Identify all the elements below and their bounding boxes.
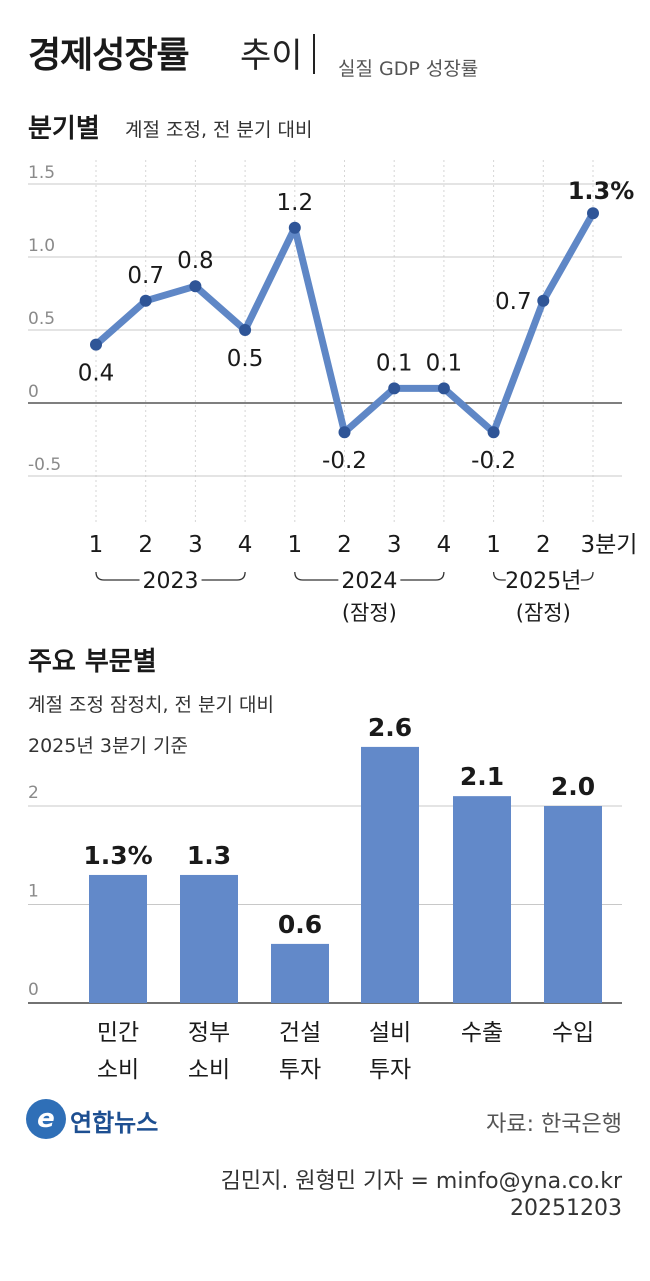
x-tick-label: 2 <box>138 532 153 558</box>
data-point <box>90 338 102 351</box>
page-subtitle: 실질 GDP 성장률 <box>338 58 479 80</box>
data-point <box>437 382 450 395</box>
y-tick-label: -0.5 <box>28 455 61 475</box>
data-point <box>139 294 152 307</box>
bar-chart-heading: 주요 부문별 <box>28 647 157 677</box>
data-label: -0.2 <box>322 448 367 474</box>
x-tick-label: 3 <box>387 532 402 558</box>
y-tick-label: 1.5 <box>28 163 55 183</box>
category-label: 설비 <box>369 1020 411 1046</box>
date-stamp: 20251203 <box>510 1196 622 1221</box>
credit-line: 김민지. 원형민 기자 = minfo@yna.co.kr <box>220 1169 622 1194</box>
x-tick-label: 4 <box>437 532 452 558</box>
category-label: 정부 <box>188 1020 230 1046</box>
data-label: 0.7 <box>495 289 532 315</box>
year-bracket <box>492 571 594 581</box>
data-point <box>587 207 599 220</box>
bar-value-label: 2.1 <box>460 762 504 791</box>
bar <box>361 746 419 1003</box>
data-label: 1.2 <box>277 190 314 216</box>
page-title-suffix: 추이 <box>240 36 303 76</box>
year-sublabel: (잠정) <box>516 601 571 625</box>
x-tick-label: 1 <box>287 532 302 558</box>
bar-chart-note-1: 계절 조정 잠정치, 전 분기 대비 <box>28 694 274 716</box>
y-tick-label: 0 <box>28 980 39 1000</box>
x-tick-label: 3분기 <box>581 532 638 558</box>
logo-mark-icon: e <box>26 1099 66 1139</box>
category-label: 건설 <box>279 1020 321 1046</box>
y-tick-label: 0 <box>28 382 39 402</box>
x-tick-label: 3 <box>188 532 203 558</box>
x-tick-label: 2 <box>337 532 352 558</box>
logo-text: 연합뉴스 <box>70 1109 159 1137</box>
bar-value-label: 1.3 <box>187 841 231 870</box>
title-divider <box>313 34 315 74</box>
category-label: 수입 <box>552 1020 594 1046</box>
data-point <box>537 294 550 307</box>
bar <box>271 943 329 1003</box>
data-point <box>487 426 500 439</box>
bar <box>453 796 511 1003</box>
bar <box>180 874 238 1003</box>
x-tick-label: 2 <box>536 532 551 558</box>
year-sublabel: (잠정) <box>342 601 397 625</box>
data-point <box>338 426 351 439</box>
year-label: 2025년 <box>505 569 581 594</box>
bar-value-label: 1.3% <box>83 841 152 870</box>
y-tick-label: 2 <box>28 783 39 803</box>
data-point <box>388 382 401 395</box>
page-title: 경제성장률 <box>28 35 190 76</box>
x-tick-label: 4 <box>238 532 253 558</box>
year-bracket <box>95 571 246 581</box>
data-label: 0.1 <box>426 350 463 376</box>
category-label-line2: 소비 <box>97 1057 139 1083</box>
line-chart-note: 계절 조정, 전 분기 대비 <box>125 119 313 141</box>
category-label: 수출 <box>461 1020 503 1046</box>
source-note: 자료: 한국은행 <box>486 1112 622 1137</box>
data-label: 1.3% <box>568 177 635 205</box>
data-label: 0.5 <box>227 346 264 372</box>
bar-value-label: 2.0 <box>551 772 595 801</box>
quarterly-growth-line-chart: 1.5 1.0 0.5 0 -0.5 0.4 0.7 0.8 0.5 1.2 -0.2 0.1 0.1 -… <box>28 160 638 625</box>
data-point <box>239 324 252 336</box>
data-label: 0.4 <box>78 361 115 387</box>
y-tick-label: 1 <box>28 882 39 902</box>
bar <box>89 874 147 1003</box>
year-label: 2023 <box>143 569 199 594</box>
y-tick-label: 0.5 <box>28 309 55 329</box>
year-bracket <box>294 571 445 581</box>
data-point <box>189 280 202 293</box>
line-chart-heading: 분기별 <box>28 114 100 144</box>
x-tick-label: 1 <box>89 532 104 558</box>
bar-chart-note-2: 2025년 3분기 기준 <box>28 735 188 757</box>
x-tick-label: 1 <box>486 532 501 558</box>
data-label: 0.8 <box>177 248 214 274</box>
data-label: 0.1 <box>376 350 413 376</box>
category-label: 민간 <box>97 1020 139 1046</box>
bar <box>544 806 602 1003</box>
y-tick-label: 1.0 <box>28 236 55 256</box>
data-label: 0.7 <box>127 263 164 289</box>
category-label-line2: 소비 <box>188 1057 230 1083</box>
category-label-line2: 투자 <box>369 1057 411 1083</box>
data-point <box>288 221 301 234</box>
data-label: -0.2 <box>471 448 516 474</box>
category-label-line2: 투자 <box>279 1057 321 1083</box>
bar-value-label: 2.6 <box>368 713 412 742</box>
bar-value-label: 0.6 <box>278 910 322 939</box>
yonhap-logo: e 연합뉴스 <box>26 1097 176 1143</box>
year-label: 2024 <box>341 569 397 594</box>
